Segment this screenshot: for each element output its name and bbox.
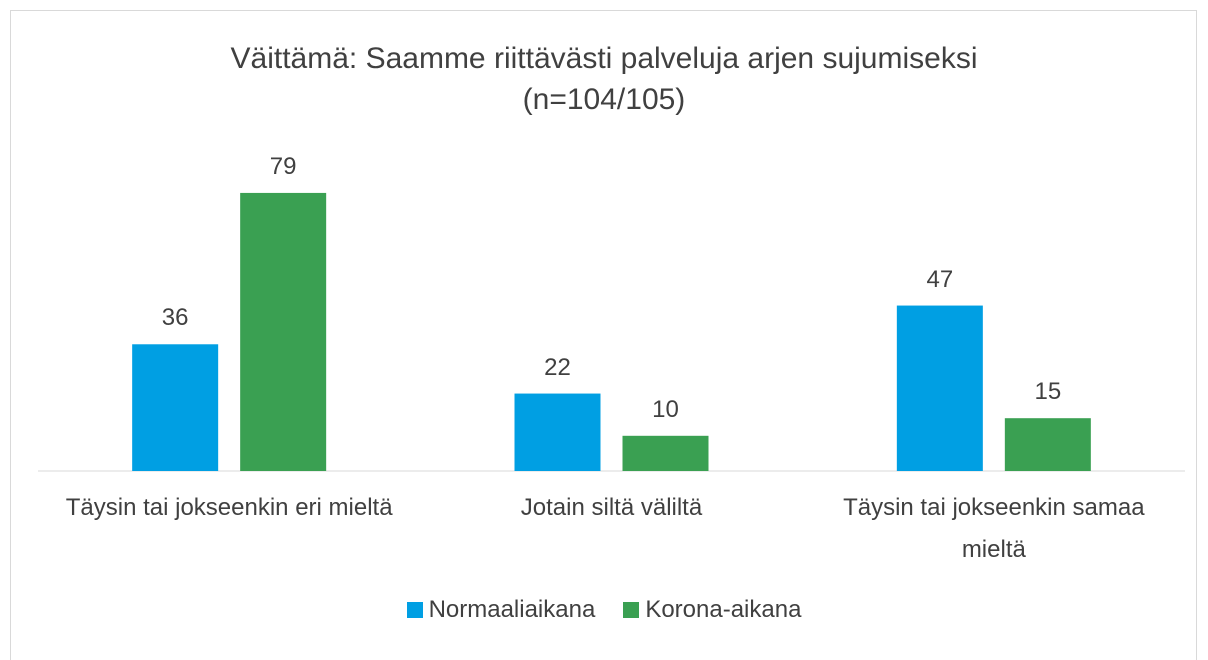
bar xyxy=(896,305,983,471)
chart-title: Väittämä: Saamme riittävästi palveluja a… xyxy=(230,42,978,116)
value-label: 47 xyxy=(926,265,954,293)
bar xyxy=(514,393,601,471)
value-label: 79 xyxy=(269,152,297,180)
x-tick-label: Jotain siltä väliltä xyxy=(520,494,703,521)
bar xyxy=(622,435,709,471)
legend-swatch xyxy=(406,602,423,618)
legend-item: Korona-aikana xyxy=(623,596,801,624)
value-label: 10 xyxy=(652,395,679,423)
value-label: 15 xyxy=(1034,378,1062,406)
bar xyxy=(132,344,219,471)
legend-label: Normaaliaikana xyxy=(428,596,596,623)
chart-frame xyxy=(10,10,1197,660)
bar xyxy=(1004,418,1091,471)
legend-label: Korona-aikana xyxy=(645,596,802,623)
legend-item: Normaaliaikana xyxy=(406,596,596,624)
value-label: 36 xyxy=(161,304,189,332)
legend-swatch xyxy=(623,602,640,618)
x-tick-label: Täysin tai jokseenkin samaa mieltä xyxy=(843,494,1145,563)
bar xyxy=(240,192,327,472)
x-tick-label: Täysin tai jokseenkin eri mieltä xyxy=(65,494,393,521)
legend: Normaaliaikana Korona-aikana xyxy=(0,596,1208,624)
value-label: 22 xyxy=(544,353,571,381)
